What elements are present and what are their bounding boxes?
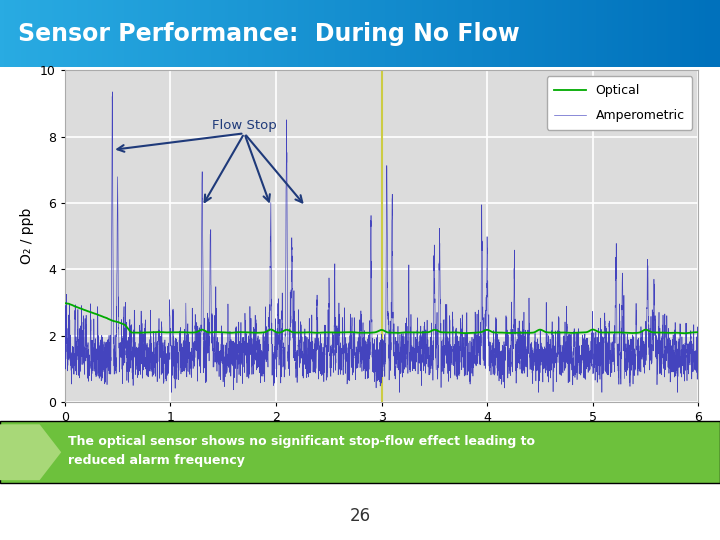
Amperometric	[60, 358, 69, 365]
Line: Amperometric: Amperometric	[65, 92, 698, 393]
Optical	[685, 329, 694, 336]
Amperometric	[211, 357, 220, 363]
Optical	[620, 329, 629, 336]
Optical	[347, 329, 356, 335]
Amperometric	[108, 89, 117, 95]
Polygon shape	[0, 424, 61, 480]
Optical	[536, 327, 545, 333]
Text: 26: 26	[349, 507, 371, 525]
Optical	[694, 329, 703, 335]
Text: Sensor Performance:  During No Flow: Sensor Performance: During No Flow	[18, 22, 520, 46]
FancyBboxPatch shape	[0, 421, 720, 483]
Amperometric	[685, 346, 694, 352]
Amperometric	[347, 342, 356, 348]
Amperometric	[536, 340, 545, 346]
Legend: Optical, Amperometric: Optical, Amperometric	[546, 77, 692, 130]
Amperometric	[167, 389, 176, 396]
Optical	[210, 329, 219, 335]
Amperometric	[694, 360, 703, 366]
Amperometric	[68, 363, 76, 370]
Line: Optical: Optical	[65, 303, 698, 333]
Y-axis label: O₂ / ppb: O₂ / ppb	[20, 208, 35, 265]
Optical	[60, 300, 69, 307]
Text: The optical sensor shows no significant stop-flow effect leading to
reduced alar: The optical sensor shows no significant …	[68, 435, 536, 467]
Amperometric	[620, 333, 629, 340]
X-axis label: Time / h: Time / h	[354, 430, 410, 444]
Text: Flow Stop: Flow Stop	[212, 119, 276, 132]
Optical	[68, 302, 76, 308]
Optical	[60, 300, 69, 306]
Optical	[680, 330, 688, 336]
